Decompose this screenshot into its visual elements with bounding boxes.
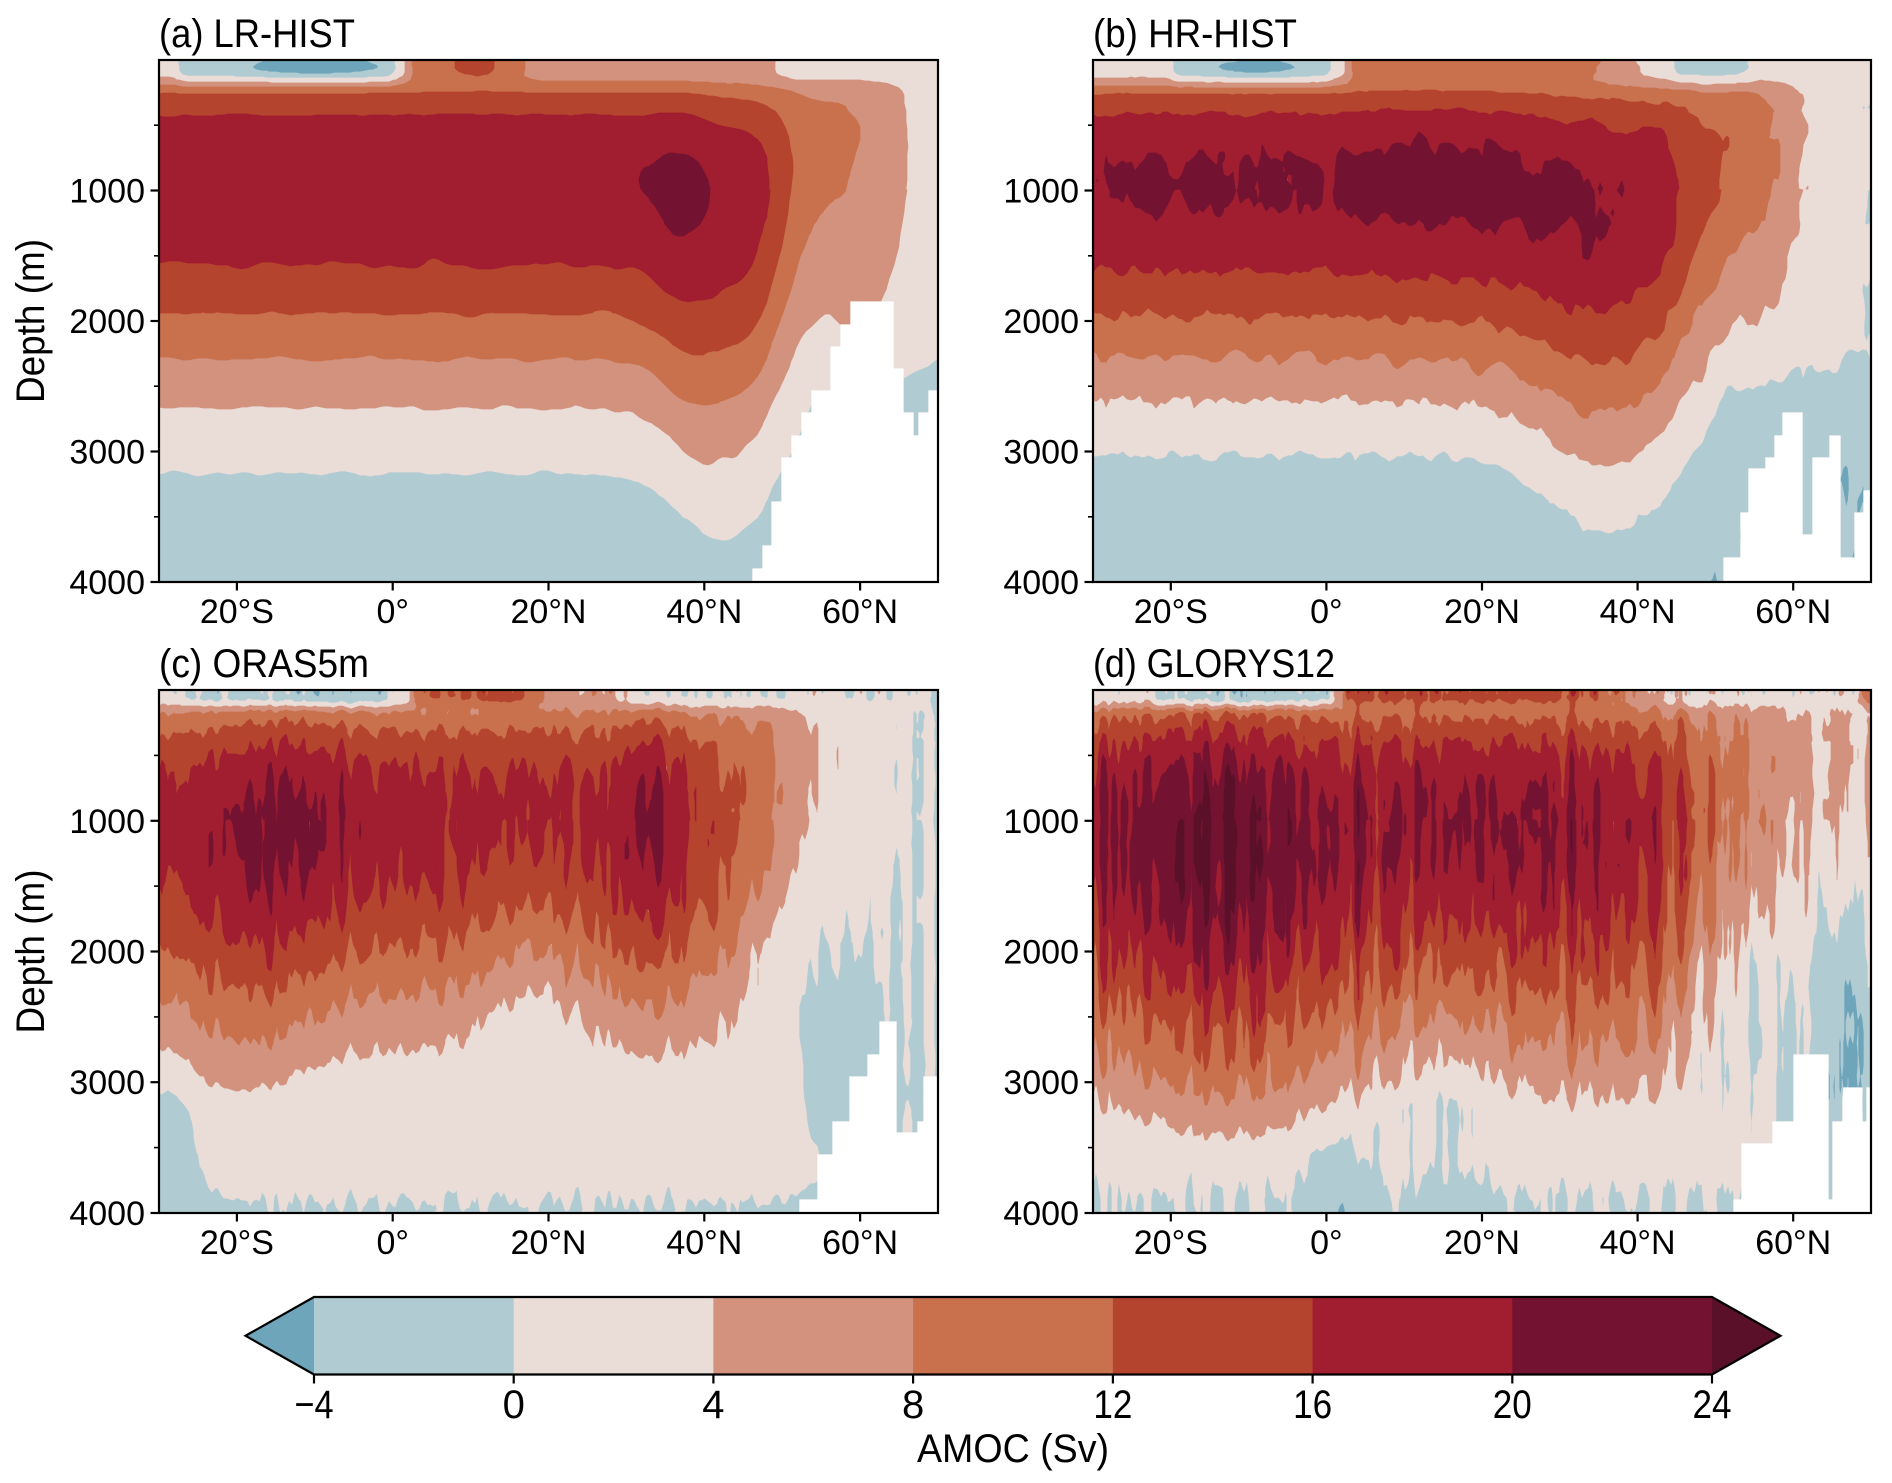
svg-text:60°N: 60°N bbox=[1755, 593, 1831, 631]
svg-text:16: 16 bbox=[1293, 1383, 1332, 1427]
svg-text:3000: 3000 bbox=[1003, 1064, 1079, 1102]
svg-text:3000: 3000 bbox=[69, 434, 145, 472]
svg-text:20°S: 20°S bbox=[1134, 593, 1208, 631]
svg-text:4: 4 bbox=[702, 1383, 724, 1427]
svg-text:0°: 0° bbox=[1310, 1224, 1343, 1262]
svg-text:3000: 3000 bbox=[69, 1064, 145, 1102]
svg-text:2000: 2000 bbox=[1003, 934, 1079, 972]
svg-text:0°: 0° bbox=[376, 593, 409, 631]
svg-text:20°N: 20°N bbox=[511, 593, 587, 631]
svg-text:(b) HR-HIST: (b) HR-HIST bbox=[1093, 12, 1297, 56]
svg-text:AMOC (Sv): AMOC (Sv) bbox=[917, 1427, 1109, 1471]
svg-text:40°N: 40°N bbox=[1600, 1224, 1676, 1262]
svg-text:20°S: 20°S bbox=[1134, 1224, 1208, 1262]
svg-text:4000: 4000 bbox=[1003, 1195, 1079, 1233]
svg-text:20: 20 bbox=[1493, 1383, 1532, 1427]
svg-text:8: 8 bbox=[902, 1383, 924, 1427]
svg-text:(c) ORAS5m: (c) ORAS5m bbox=[159, 642, 369, 686]
svg-text:0°: 0° bbox=[1310, 593, 1343, 631]
svg-text:1000: 1000 bbox=[69, 803, 145, 841]
svg-text:2000: 2000 bbox=[1003, 303, 1079, 341]
svg-text:0°: 0° bbox=[376, 1224, 409, 1262]
svg-text:20°N: 20°N bbox=[1444, 593, 1520, 631]
svg-text:60°N: 60°N bbox=[822, 593, 898, 631]
svg-text:1000: 1000 bbox=[69, 173, 145, 211]
svg-text:40°N: 40°N bbox=[666, 1224, 742, 1262]
svg-text:1000: 1000 bbox=[1003, 173, 1079, 211]
svg-text:12: 12 bbox=[1093, 1383, 1132, 1427]
svg-text:0: 0 bbox=[503, 1383, 525, 1427]
svg-text:24: 24 bbox=[1693, 1383, 1732, 1427]
svg-text:(a) LR-HIST: (a) LR-HIST bbox=[159, 12, 355, 56]
svg-text:2000: 2000 bbox=[69, 934, 145, 972]
svg-text:3000: 3000 bbox=[1003, 434, 1079, 472]
svg-text:20°S: 20°S bbox=[200, 593, 274, 631]
svg-text:Depth (m): Depth (m) bbox=[9, 870, 53, 1034]
svg-text:20°S: 20°S bbox=[200, 1224, 274, 1262]
svg-text:40°N: 40°N bbox=[666, 593, 742, 631]
svg-text:1000: 1000 bbox=[1003, 803, 1079, 841]
svg-text:60°N: 60°N bbox=[1755, 1224, 1831, 1262]
svg-text:4000: 4000 bbox=[69, 1195, 145, 1233]
svg-text:20°N: 20°N bbox=[1444, 1224, 1520, 1262]
svg-text:2000: 2000 bbox=[69, 303, 145, 341]
svg-text:4000: 4000 bbox=[69, 564, 145, 602]
svg-text:−4: −4 bbox=[295, 1383, 334, 1427]
svg-text:40°N: 40°N bbox=[1600, 593, 1676, 631]
svg-text:20°N: 20°N bbox=[511, 1224, 587, 1262]
svg-text:Depth (m): Depth (m) bbox=[9, 239, 53, 403]
svg-text:60°N: 60°N bbox=[822, 1224, 898, 1262]
svg-text:(d) GLORYS12: (d) GLORYS12 bbox=[1093, 642, 1335, 686]
svg-text:4000: 4000 bbox=[1003, 564, 1079, 602]
